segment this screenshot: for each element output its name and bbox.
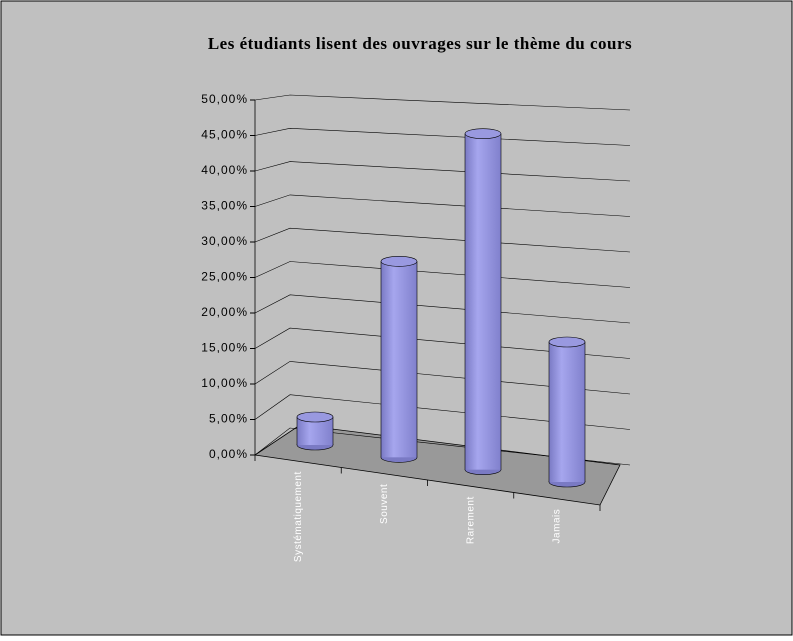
y-tick-label: 50,00% (201, 92, 248, 106)
grid-line (254, 161, 631, 182)
y-tick-label: 25,00% (201, 270, 248, 284)
y-tick-label: 20,00% (201, 305, 248, 319)
grid-line (254, 94, 631, 111)
bar-top (464, 128, 502, 139)
bar (465, 133, 501, 470)
grid-line (254, 127, 631, 146)
y-tick-label: 0,00% (209, 447, 248, 461)
bar (549, 341, 585, 482)
x-tick-label: Systématiquement (293, 471, 304, 562)
floor (253, 424, 621, 506)
x-tick-label: Jamais (552, 509, 563, 544)
grid-line (254, 227, 631, 253)
bar-top (380, 256, 418, 267)
y-tick-label: 30,00% (201, 234, 248, 248)
x-tick-label: Souvent (379, 484, 390, 524)
grid-line (254, 261, 631, 288)
y-tick-label: 15,00% (201, 341, 248, 355)
grid-line (254, 294, 631, 324)
grid-line (254, 394, 631, 430)
y-tick-label: 10,00% (201, 376, 248, 390)
grid-line (254, 427, 631, 466)
chart-title: Les étudiants lisent des ouvrages sur le… (208, 34, 632, 53)
y-tick-label: 5,00% (209, 412, 248, 426)
bar (381, 261, 417, 458)
grid-line (254, 361, 631, 395)
bar-top (548, 336, 586, 348)
y-tick-label: 45,00% (201, 128, 248, 142)
grid-line (254, 327, 631, 359)
x-tick-label: Rarement (465, 496, 476, 544)
y-tick-label: 40,00% (201, 163, 248, 177)
bar-top (296, 411, 334, 423)
y-tick-label: 35,00% (201, 199, 248, 213)
grid-line (254, 194, 631, 217)
